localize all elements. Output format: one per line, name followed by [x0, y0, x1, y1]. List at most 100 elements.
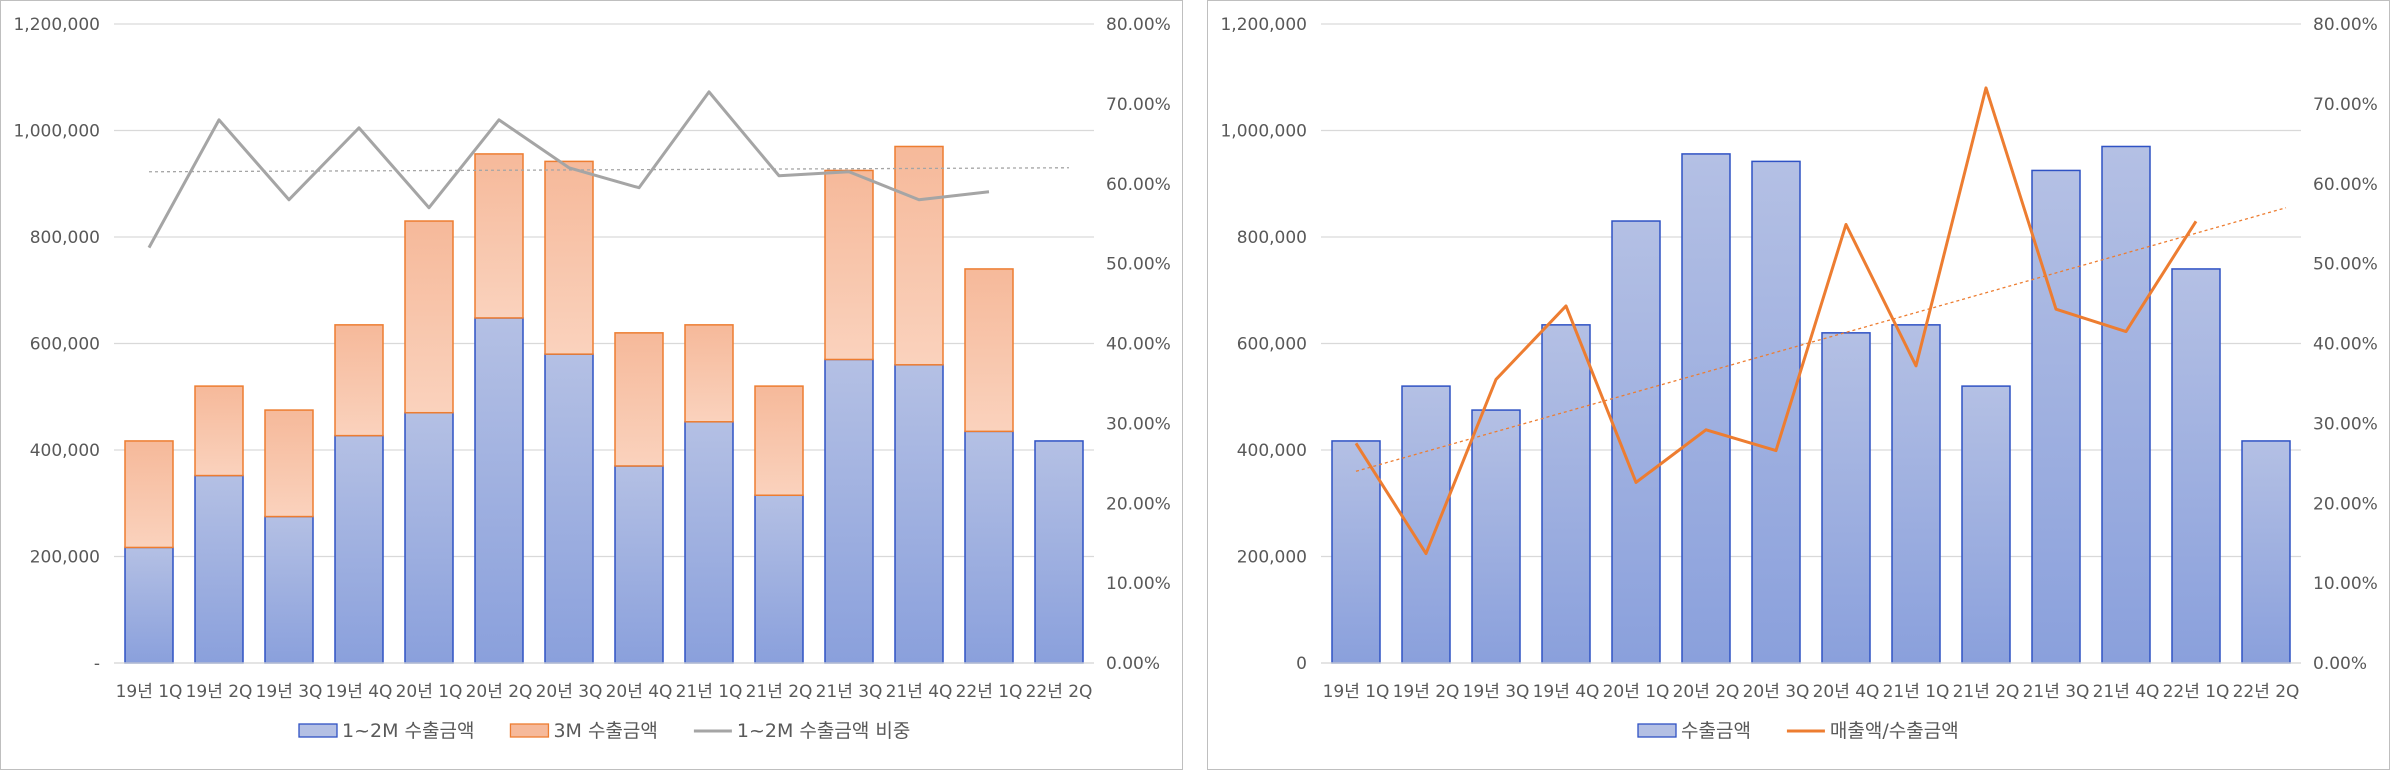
bar-export — [684, 421, 734, 664]
y-left-tick-label: 1,200,000 — [13, 15, 100, 35]
y-right-tick-label: 20.00% — [1106, 494, 1171, 514]
bar-export — [1681, 153, 1731, 664]
bar-3m-export — [964, 268, 1014, 433]
bar-3m-export — [894, 145, 944, 366]
y-right-tick-label: 50.00% — [2313, 255, 2378, 275]
x-tick-label: 20년 2Q — [466, 682, 533, 702]
y-right-tick-label: 50.00% — [1106, 255, 1171, 275]
x-tick-label: 22년 2Q — [2233, 682, 2300, 702]
bar-3m-export — [334, 324, 384, 437]
y-left-tick-label: 600,000 — [1237, 335, 1307, 355]
y-right-tick-label: 40.00% — [1106, 335, 1171, 355]
y-left-tick-label: 200,000 — [30, 548, 100, 568]
legend-label: 수출금액 — [1681, 720, 1751, 742]
y-left-tick-label: 400,000 — [1237, 441, 1307, 461]
bar-export — [1331, 440, 1381, 664]
x-tick-label: 19년 2Q — [1393, 682, 1460, 702]
bar-export — [264, 515, 314, 664]
y-right-tick-label: 10.00% — [1106, 574, 1171, 594]
bar-3m-export — [754, 385, 804, 497]
bar-export — [614, 465, 664, 664]
y-left-tick-label: 1,000,000 — [1220, 122, 1307, 142]
bar-export — [194, 474, 244, 664]
x-tick-label: 20년 3Q — [536, 682, 603, 702]
x-tick-label: 20년 3Q — [1743, 682, 1810, 702]
x-tick-label: 22년 1Q — [956, 682, 1023, 702]
y-right-tick-label: 0.00% — [1106, 654, 1160, 674]
y-right-tick-label: 80.00% — [2313, 15, 2378, 35]
x-tick-label: 21년 2Q — [1953, 682, 2020, 702]
x-tick-label: 19년 1Q — [1323, 682, 1390, 702]
y-right-tick-label: 60.00% — [1106, 175, 1171, 195]
x-tick-label: 21년 1Q — [676, 682, 743, 702]
legend-swatch-export — [298, 723, 338, 738]
x-tick-label: 21년 4Q — [2093, 682, 2160, 702]
x-tick-label: 22년 2Q — [1026, 682, 1093, 702]
bar-export — [1471, 409, 1521, 664]
x-tick-label: 21년 1Q — [1883, 682, 1950, 702]
bar-3m-export — [264, 409, 314, 518]
y-right-tick-label: 20.00% — [2313, 494, 2378, 514]
bar-3m-export — [194, 385, 244, 477]
legend-label: 1~2M 수출금액 비중 — [737, 720, 910, 742]
y-left-tick-label: 1,200,000 — [1220, 15, 1307, 35]
chart-left: - 200,000 400,000 600,000 800,000 1,000,000 1,… — [13, 15, 1171, 742]
y-left-tick-label: 800,000 — [1237, 228, 1307, 248]
x-tick-label: 21년 3Q — [816, 682, 883, 702]
legend-label: 1~2M 수출금액 — [342, 720, 474, 742]
chart-panel-left: - 200,000 400,000 600,000 800,000 1,000,000 1,… — [0, 0, 1183, 770]
y-right-tick-label: 30.00% — [1106, 414, 1171, 434]
bar-3m-export — [544, 160, 594, 355]
y-left-tick-label: 600,000 — [30, 335, 100, 355]
bar-export — [1961, 385, 2011, 664]
x-tick-label: 20년 1Q — [396, 682, 463, 702]
y-right-tick-label: 10.00% — [2313, 574, 2378, 594]
x-tick-label: 20년 4Q — [1813, 682, 1880, 702]
chart-panel-right: 0 200,000 400,000 600,000 800,000 1,000,000 1,… — [1207, 0, 2390, 770]
y-right-tick-label: 70.00% — [1106, 95, 1171, 115]
bar-export — [2031, 169, 2081, 664]
x-tick-label: 19년 4Q — [1533, 682, 1600, 702]
x-tick-label: 20년 1Q — [1603, 682, 1670, 702]
y-right-tick-label: 40.00% — [2313, 335, 2378, 355]
bar-export — [824, 358, 874, 664]
bar-export — [404, 411, 454, 664]
x-tick-label: 19년 1Q — [116, 682, 183, 702]
bar-export — [544, 353, 594, 664]
bar-3m-export — [474, 153, 524, 319]
bar-export — [1821, 332, 1871, 664]
y-left-tick-label: - — [94, 654, 100, 674]
y-left-tick-label: 400,000 — [30, 441, 100, 461]
bar-export — [1401, 385, 1451, 664]
bar-export — [2171, 268, 2221, 664]
bar-export — [2101, 145, 2151, 664]
line-series — [1354, 86, 2198, 556]
bar-3m-export — [824, 169, 874, 361]
legend-label: 3M 수출금액 — [553, 720, 657, 742]
y-right-tick-label: 30.00% — [2313, 414, 2378, 434]
x-tick-label: 20년 2Q — [1673, 682, 1740, 702]
bar-3m-export — [614, 332, 664, 467]
trendline — [1355, 207, 2287, 472]
y-left-tick-label: 800,000 — [30, 228, 100, 248]
bar-export — [1891, 324, 1941, 664]
chart-right: 0 200,000 400,000 600,000 800,000 1,000,000 1,… — [1220, 15, 2378, 742]
legend-swatch-export — [1637, 723, 1677, 738]
x-tick-label: 21년 2Q — [746, 682, 813, 702]
legend-label: 매출액/수출금액 — [1830, 720, 1959, 742]
y-right-tick-label: 60.00% — [2313, 175, 2378, 195]
bar-3m-export — [124, 440, 174, 549]
line-series — [147, 90, 990, 249]
x-tick-label: 19년 3Q — [1463, 682, 1530, 702]
bar-3m-export — [684, 324, 734, 423]
y-right-tick-label: 80.00% — [1106, 15, 1171, 35]
bar-export — [1751, 160, 1801, 664]
x-tick-label: 20년 4Q — [606, 682, 673, 702]
bar-export — [2241, 440, 2291, 664]
bar-export — [894, 364, 944, 664]
x-tick-label: 19년 4Q — [326, 682, 393, 702]
bar-export — [124, 546, 174, 664]
x-tick-label: 22년 1Q — [2163, 682, 2230, 702]
bar-export — [754, 494, 804, 664]
x-tick-label: 19년 3Q — [256, 682, 323, 702]
